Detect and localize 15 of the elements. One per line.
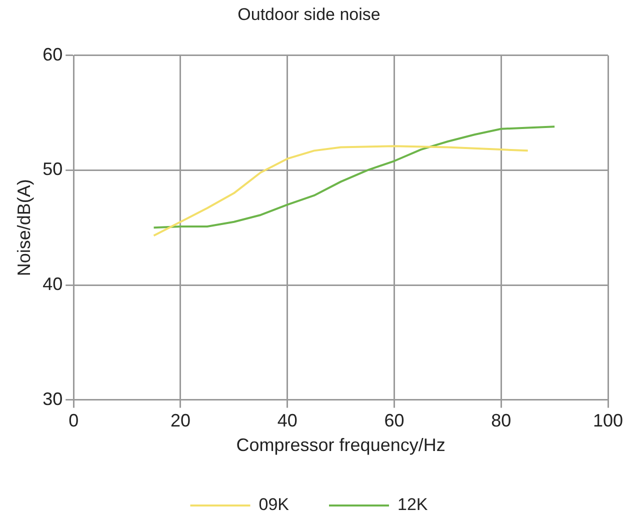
x-tick-label: 0 — [68, 410, 79, 431]
y-tick-label: 40 — [42, 274, 63, 294]
x-tick-label: 40 — [277, 410, 298, 431]
x-tick-label: 20 — [170, 410, 191, 431]
x-tick-label: 60 — [384, 410, 404, 431]
x-tick-label: 100 — [592, 410, 624, 431]
y-tick-label: 50 — [42, 159, 63, 180]
legend-label: 09K — [258, 495, 290, 514]
x-axis-title: Compressor frequency/Hz — [236, 435, 446, 456]
chart-title: Outdoor side noise — [238, 4, 380, 24]
legend-label: 12K — [398, 495, 428, 514]
y-axis-title: Noise/dB(A) — [14, 179, 34, 276]
y-tick-label: 60 — [42, 44, 63, 64]
y-tick-label: 30 — [42, 388, 63, 409]
x-tick-label: 80 — [491, 410, 512, 431]
